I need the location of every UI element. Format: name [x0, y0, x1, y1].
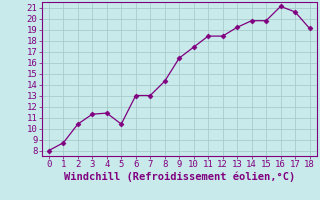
X-axis label: Windchill (Refroidissement éolien,°C): Windchill (Refroidissement éolien,°C) [64, 172, 295, 182]
